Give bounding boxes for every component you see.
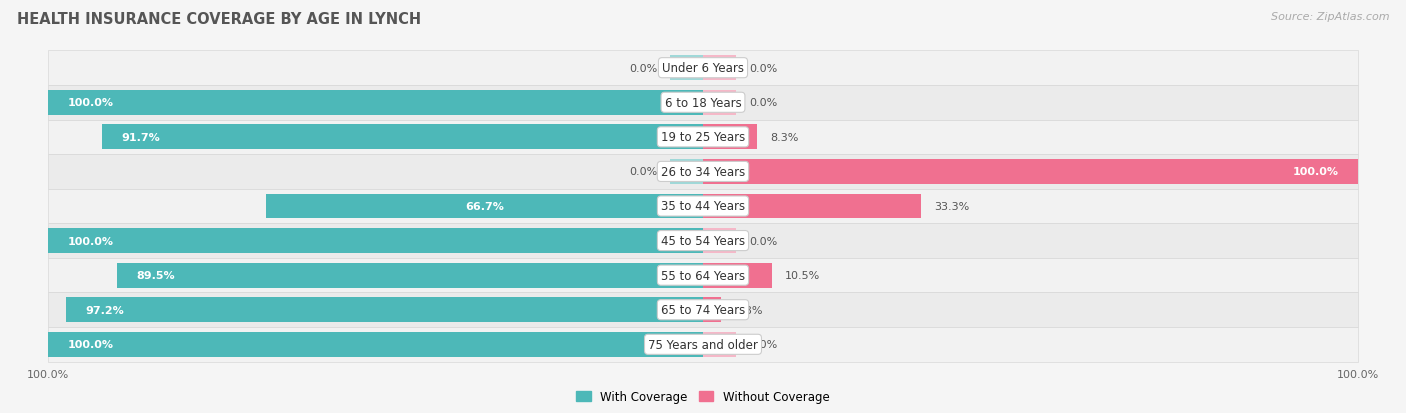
Bar [703,56,735,81]
Text: HEALTH INSURANCE COVERAGE BY AGE IN LYNCH: HEALTH INSURANCE COVERAGE BY AGE IN LYNC… [17,12,420,27]
Text: 55 to 64 Years: 55 to 64 Years [661,269,745,282]
Text: Under 6 Years: Under 6 Years [662,62,744,75]
FancyBboxPatch shape [48,155,1358,189]
Bar [103,125,703,150]
Bar [703,263,772,288]
Text: 2.8%: 2.8% [734,305,763,315]
Bar [48,228,703,254]
FancyBboxPatch shape [48,51,1358,86]
Text: 33.3%: 33.3% [935,202,970,211]
Text: 97.2%: 97.2% [86,305,125,315]
Text: 65 to 74 Years: 65 to 74 Years [661,304,745,316]
Bar [66,297,703,323]
FancyBboxPatch shape [48,258,1358,293]
FancyBboxPatch shape [48,327,1358,362]
Bar [703,297,721,323]
Text: 35 to 44 Years: 35 to 44 Years [661,200,745,213]
Bar [703,332,735,357]
FancyBboxPatch shape [48,293,1358,327]
Text: 0.0%: 0.0% [749,236,778,246]
Legend: With Coverage, Without Coverage: With Coverage, Without Coverage [572,385,834,408]
Text: 89.5%: 89.5% [136,271,174,280]
Bar [671,159,703,185]
Bar [703,194,921,219]
FancyBboxPatch shape [48,120,1358,155]
Bar [48,332,703,357]
Text: 0.0%: 0.0% [628,64,657,74]
Text: 75 Years and older: 75 Years and older [648,338,758,351]
Bar [703,228,735,254]
Text: 19 to 25 Years: 19 to 25 Years [661,131,745,144]
Text: 66.7%: 66.7% [465,202,503,211]
FancyBboxPatch shape [48,224,1358,258]
Text: 100.0%: 100.0% [1292,167,1339,177]
FancyBboxPatch shape [48,189,1358,224]
Text: 0.0%: 0.0% [628,167,657,177]
Text: 91.7%: 91.7% [122,133,160,142]
Text: Source: ZipAtlas.com: Source: ZipAtlas.com [1271,12,1389,22]
Text: 0.0%: 0.0% [749,64,778,74]
Bar [703,125,758,150]
Text: 26 to 34 Years: 26 to 34 Years [661,166,745,178]
Bar [703,90,735,116]
Text: 100.0%: 100.0% [67,236,114,246]
Bar [48,90,703,116]
Text: 8.3%: 8.3% [770,133,799,142]
Bar [703,159,1358,185]
Text: 0.0%: 0.0% [749,339,778,349]
Bar [266,194,703,219]
Text: 100.0%: 100.0% [67,339,114,349]
Bar [117,263,703,288]
Bar [671,56,703,81]
Text: 10.5%: 10.5% [785,271,820,280]
Text: 0.0%: 0.0% [749,98,778,108]
Text: 100.0%: 100.0% [67,98,114,108]
Text: 6 to 18 Years: 6 to 18 Years [665,97,741,109]
FancyBboxPatch shape [48,86,1358,120]
Text: 45 to 54 Years: 45 to 54 Years [661,235,745,247]
